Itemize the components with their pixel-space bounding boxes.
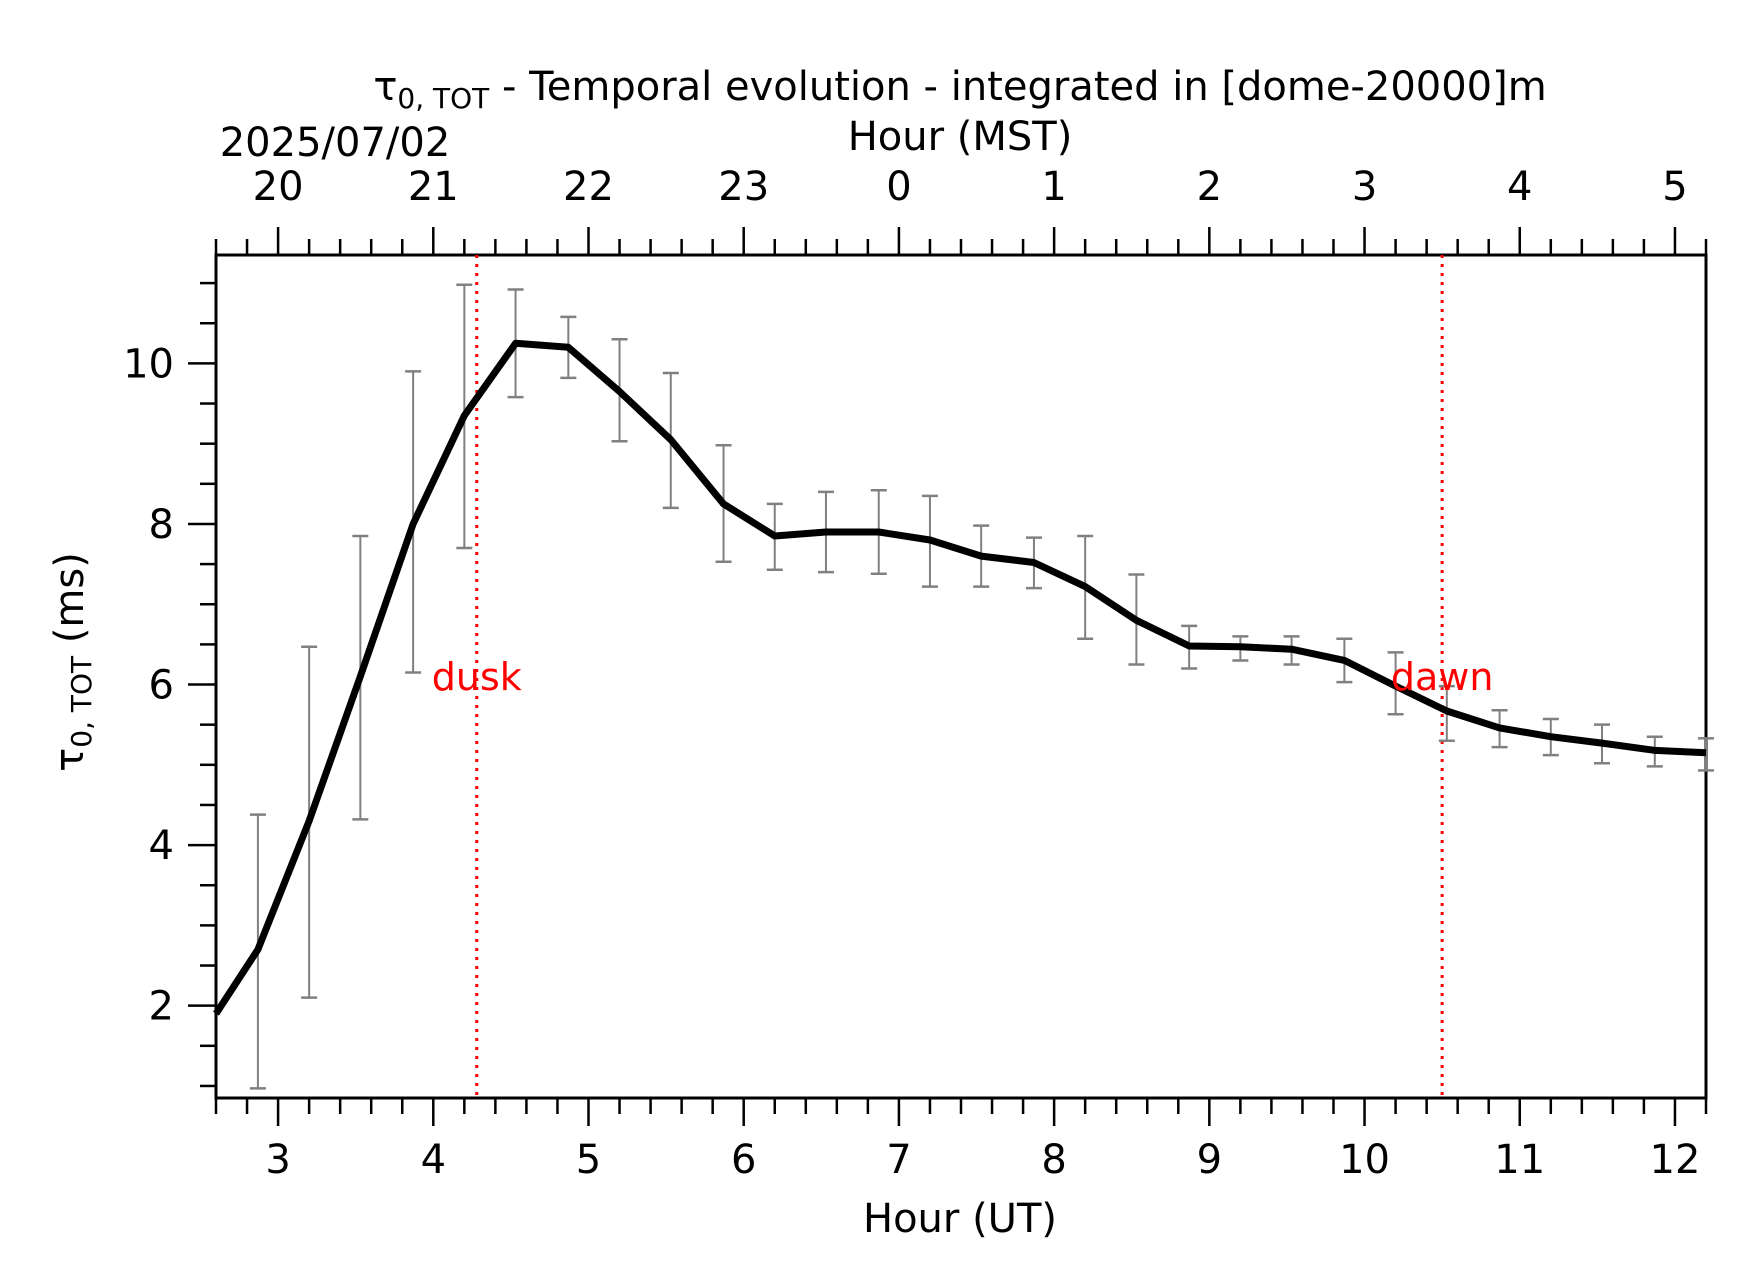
dawn-label: dawn	[1391, 655, 1494, 699]
x-tick-label: 4	[421, 1137, 446, 1183]
x2-tick-label: 2	[1197, 164, 1222, 210]
x-tick-label: 12	[1650, 1137, 1701, 1183]
title-symbol: τ	[373, 64, 397, 110]
y-axis-label: τ0, TOT (ms)	[47, 552, 98, 772]
x2-tick-label: 5	[1662, 164, 1687, 210]
x-tick-label: 8	[1041, 1137, 1066, 1183]
x-tick-label: 11	[1494, 1137, 1545, 1183]
x-tick-label: 10	[1339, 1137, 1390, 1183]
ylabel-rest: (ms)	[47, 552, 93, 656]
y-tick-label: 8	[149, 502, 174, 548]
chart-title: τ0, TOT - Temporal evolution - integrate…	[373, 64, 1546, 115]
x2-tick-label: 20	[253, 164, 304, 210]
x-tick-label: 7	[886, 1137, 911, 1183]
top-axis-label: Hour (MST)	[848, 114, 1073, 160]
x2-tick-label: 0	[886, 164, 911, 210]
series-line	[213, 339, 1707, 1016]
x2-tick-label: 4	[1507, 164, 1532, 210]
x-tick-label: 3	[265, 1137, 290, 1183]
dusk-label: dusk	[432, 655, 522, 699]
x2-tick-label: 1	[1041, 164, 1066, 210]
x2-tick-label: 23	[718, 164, 769, 210]
ticks-layer	[188, 227, 1708, 1126]
x-tick-label: 9	[1197, 1137, 1222, 1183]
x2-tick-label: 22	[563, 164, 614, 210]
title-rest: - Temporal evolution - integrated in [do…	[489, 64, 1546, 110]
x2-tick-label: 21	[408, 164, 459, 210]
x-tick-label: 6	[731, 1137, 756, 1183]
y-tick-label: 6	[149, 663, 174, 709]
ylabel-symbol: τ	[47, 748, 93, 772]
y-tick-label: 2	[149, 984, 174, 1030]
y-tick-label: 10	[123, 341, 174, 387]
x-tick-label: 5	[576, 1137, 601, 1183]
y-tick-label: 4	[149, 823, 174, 869]
title-subscript: 0, TOT	[397, 82, 490, 115]
ylabel-subscript: 0, TOT	[65, 655, 98, 748]
date-label: 2025/07/02	[220, 120, 451, 166]
x2-tick-label: 3	[1352, 164, 1377, 210]
error-bar	[1698, 737, 1714, 772]
bottom-axis-label: Hour (UT)	[863, 1196, 1057, 1242]
markers-layer	[475, 255, 1444, 1098]
